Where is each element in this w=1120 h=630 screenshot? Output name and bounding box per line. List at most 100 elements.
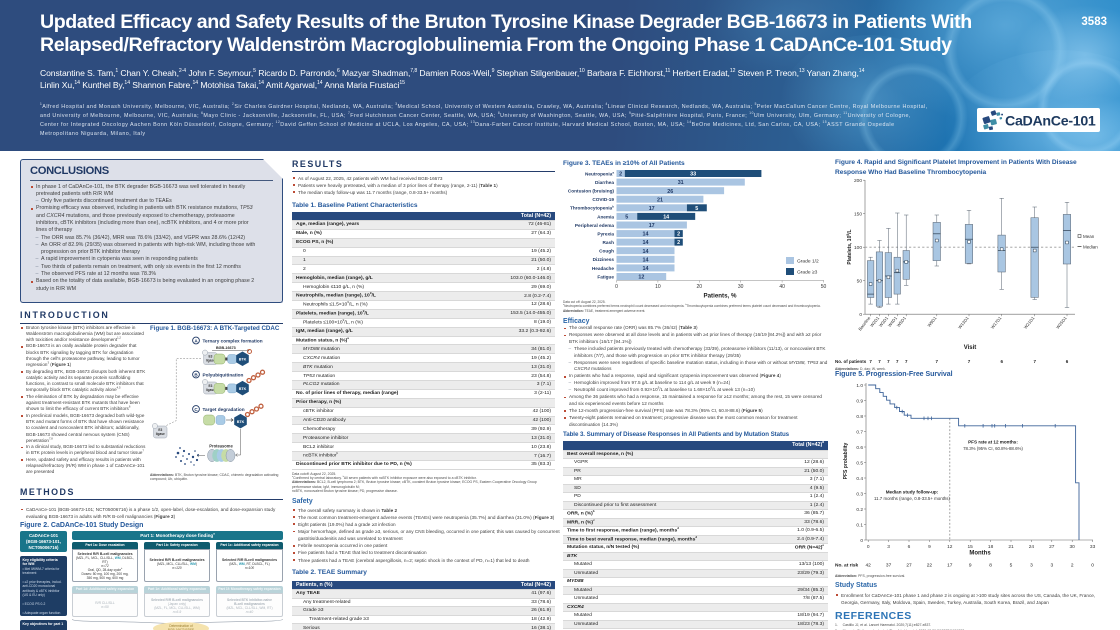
svg-text:3: 3 (1030, 563, 1033, 569)
svg-text:40: 40 (779, 284, 785, 290)
svg-text:W13D1: W13D1 (957, 315, 970, 330)
svg-text:27: 27 (906, 563, 912, 569)
svg-text:Grade ≥3: Grade ≥3 (797, 270, 818, 276)
svg-text:Fatigue: Fatigue (597, 274, 614, 279)
svg-text:21: 21 (1008, 544, 1014, 550)
svg-text:14: 14 (643, 249, 649, 255)
svg-text:Pyrexia: Pyrexia (597, 232, 614, 237)
svg-text:150: 150 (854, 211, 862, 217)
svg-text:A: A (194, 338, 198, 343)
svg-text:78.3% (95% CI, 60.8%-88.6%): 78.3% (95% CI, 60.8%-88.6%) (963, 446, 1023, 451)
svg-text:11.7 months (range, 0.8-33.5+: 11.7 months (range, 0.8-33.5+ months) (874, 496, 950, 501)
svg-text:10: 10 (655, 284, 661, 290)
svg-text:Grade 1/2: Grade 1/2 (797, 259, 819, 265)
svg-text:14: 14 (643, 257, 649, 263)
svg-text:14: 14 (643, 240, 649, 246)
svg-text:Months: Months (969, 551, 991, 557)
svg-text:0: 0 (859, 312, 862, 318)
svg-text:15: 15 (968, 544, 974, 550)
svg-text:14: 14 (663, 215, 669, 221)
svg-text:No. at risk: No. at risk (835, 563, 859, 569)
svg-text:7: 7 (968, 359, 971, 364)
svg-text:E3: E3 (208, 355, 212, 359)
svg-text:26: 26 (667, 189, 673, 195)
svg-text:7: 7 (878, 359, 881, 364)
svg-text:200: 200 (854, 178, 862, 184)
svg-text:0.6: 0.6 (856, 445, 863, 451)
svg-text:PFS rate at 12 months:: PFS rate at 12 months: (968, 440, 1018, 445)
svg-text:7: 7 (905, 359, 908, 364)
svg-text:18: 18 (988, 544, 994, 550)
svg-text:5: 5 (1010, 563, 1013, 569)
svg-text:30: 30 (1070, 544, 1076, 550)
svg-text:Cough: Cough (599, 249, 614, 254)
svg-text:8: 8 (989, 563, 992, 569)
svg-text:2: 2 (1071, 563, 1074, 569)
svg-text:Neutropeniaa: Neutropeniaa (585, 170, 614, 176)
svg-text:1.0: 1.0 (856, 383, 863, 389)
svg-text:Thrombocytopeniab: Thrombocytopeniab (570, 205, 614, 211)
svg-text:14: 14 (643, 266, 649, 272)
svg-text:W2D1: W2D1 (869, 315, 881, 328)
svg-text:33: 33 (1090, 544, 1096, 550)
svg-text:ligase: ligase (206, 359, 215, 363)
svg-text:Platelets, 109/L: Platelets, 109/L (846, 229, 853, 264)
svg-text:BGB-16673: BGB-16673 (216, 346, 236, 350)
svg-text:Contusion (bruising): Contusion (bruising) (568, 189, 615, 194)
svg-text:5: 5 (625, 215, 628, 221)
svg-text:COVID-19: COVID-19 (592, 197, 614, 202)
svg-text:14: 14 (643, 232, 649, 238)
svg-text:E3: E3 (158, 428, 162, 432)
svg-text:0: 0 (615, 284, 618, 290)
svg-text:27: 27 (1049, 544, 1055, 550)
svg-text:22: 22 (927, 563, 933, 569)
svg-text:Polyubiquitination: Polyubiquitination (203, 372, 244, 377)
svg-text:W21D1: W21D1 (1023, 315, 1036, 330)
svg-text:0: 0 (860, 538, 863, 544)
svg-text:6: 6 (1000, 359, 1003, 364)
svg-text:6: 6 (1066, 359, 1069, 364)
svg-text:W9D1: W9D1 (926, 315, 938, 328)
svg-text:0: 0 (1091, 563, 1094, 569)
svg-text:7: 7 (1033, 359, 1036, 364)
svg-text:17: 17 (649, 206, 655, 212)
svg-text:17: 17 (947, 563, 953, 569)
svg-text:Mean: Mean (1083, 234, 1095, 239)
svg-text:9: 9 (928, 544, 931, 550)
svg-text:33: 33 (690, 172, 696, 178)
svg-text:50: 50 (821, 284, 827, 290)
svg-text:Median: Median (1083, 245, 1098, 250)
svg-text:Dizziness: Dizziness (593, 257, 615, 262)
svg-text:2: 2 (619, 172, 622, 178)
svg-text:W3D1: W3D1 (878, 315, 890, 328)
svg-text:12: 12 (947, 544, 953, 550)
svg-text:7: 7 (869, 359, 872, 364)
svg-text:24: 24 (1029, 544, 1035, 550)
svg-text:37: 37 (886, 563, 892, 569)
svg-text:No. of patients: No. of patients (835, 359, 867, 364)
svg-text:Peripheral edema: Peripheral edema (575, 223, 614, 228)
svg-text:0.9: 0.9 (856, 398, 863, 404)
svg-text:0.4: 0.4 (856, 476, 863, 482)
svg-text:7: 7 (896, 359, 899, 364)
svg-text:ligase: ligase (156, 432, 165, 436)
svg-text:Patients, %: Patients, % (703, 293, 737, 300)
svg-text:CaDAnCe-101: CaDAnCe-101 (1005, 114, 1096, 130)
svg-text:100: 100 (854, 245, 862, 251)
svg-text:0.1: 0.1 (856, 522, 863, 528)
svg-text:B: B (194, 372, 198, 377)
svg-text:E3: E3 (208, 384, 212, 388)
svg-text:7: 7 (887, 359, 890, 364)
svg-text:0.7: 0.7 (856, 429, 863, 435)
svg-text:3: 3 (887, 544, 890, 550)
svg-text:17: 17 (649, 223, 655, 229)
svg-text:7: 7 (936, 359, 939, 364)
svg-text:2: 2 (677, 240, 680, 246)
svg-text:2: 2 (677, 232, 680, 238)
svg-text:Rash: Rash (603, 240, 615, 245)
svg-text:6: 6 (908, 544, 911, 550)
svg-text:W17D1: W17D1 (990, 315, 1003, 330)
svg-text:ligase: ligase (206, 388, 215, 392)
svg-text:21: 21 (657, 197, 663, 203)
svg-text:12: 12 (638, 275, 644, 281)
